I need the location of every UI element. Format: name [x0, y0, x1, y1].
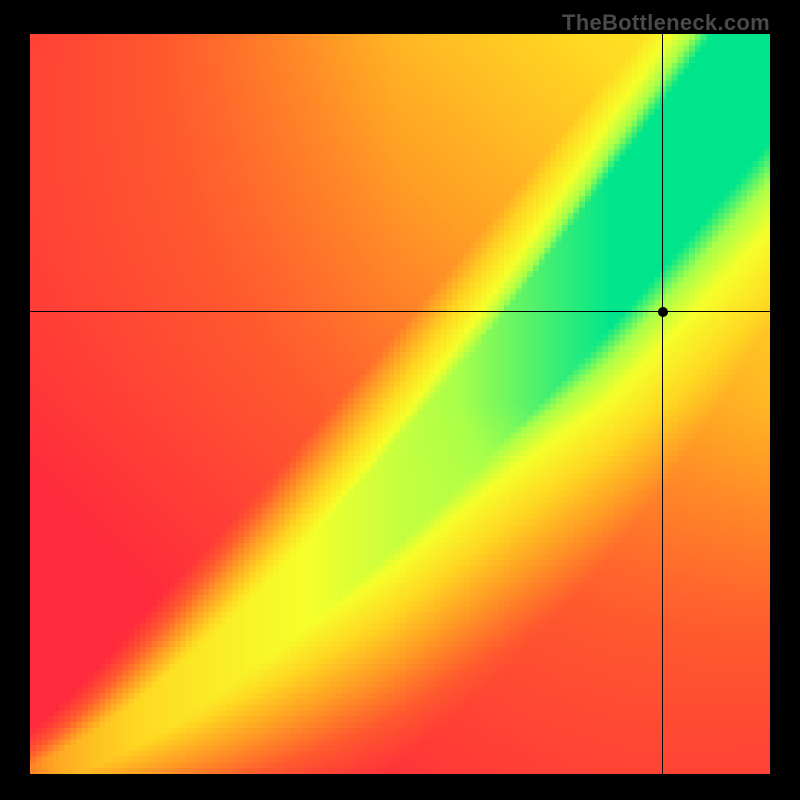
crosshair-marker — [658, 307, 668, 317]
bottleneck-heatmap — [30, 34, 770, 774]
watermark-text: TheBottleneck.com — [562, 10, 770, 36]
figure: TheBottleneck.com — [0, 0, 800, 800]
crosshair-vertical — [662, 34, 663, 774]
